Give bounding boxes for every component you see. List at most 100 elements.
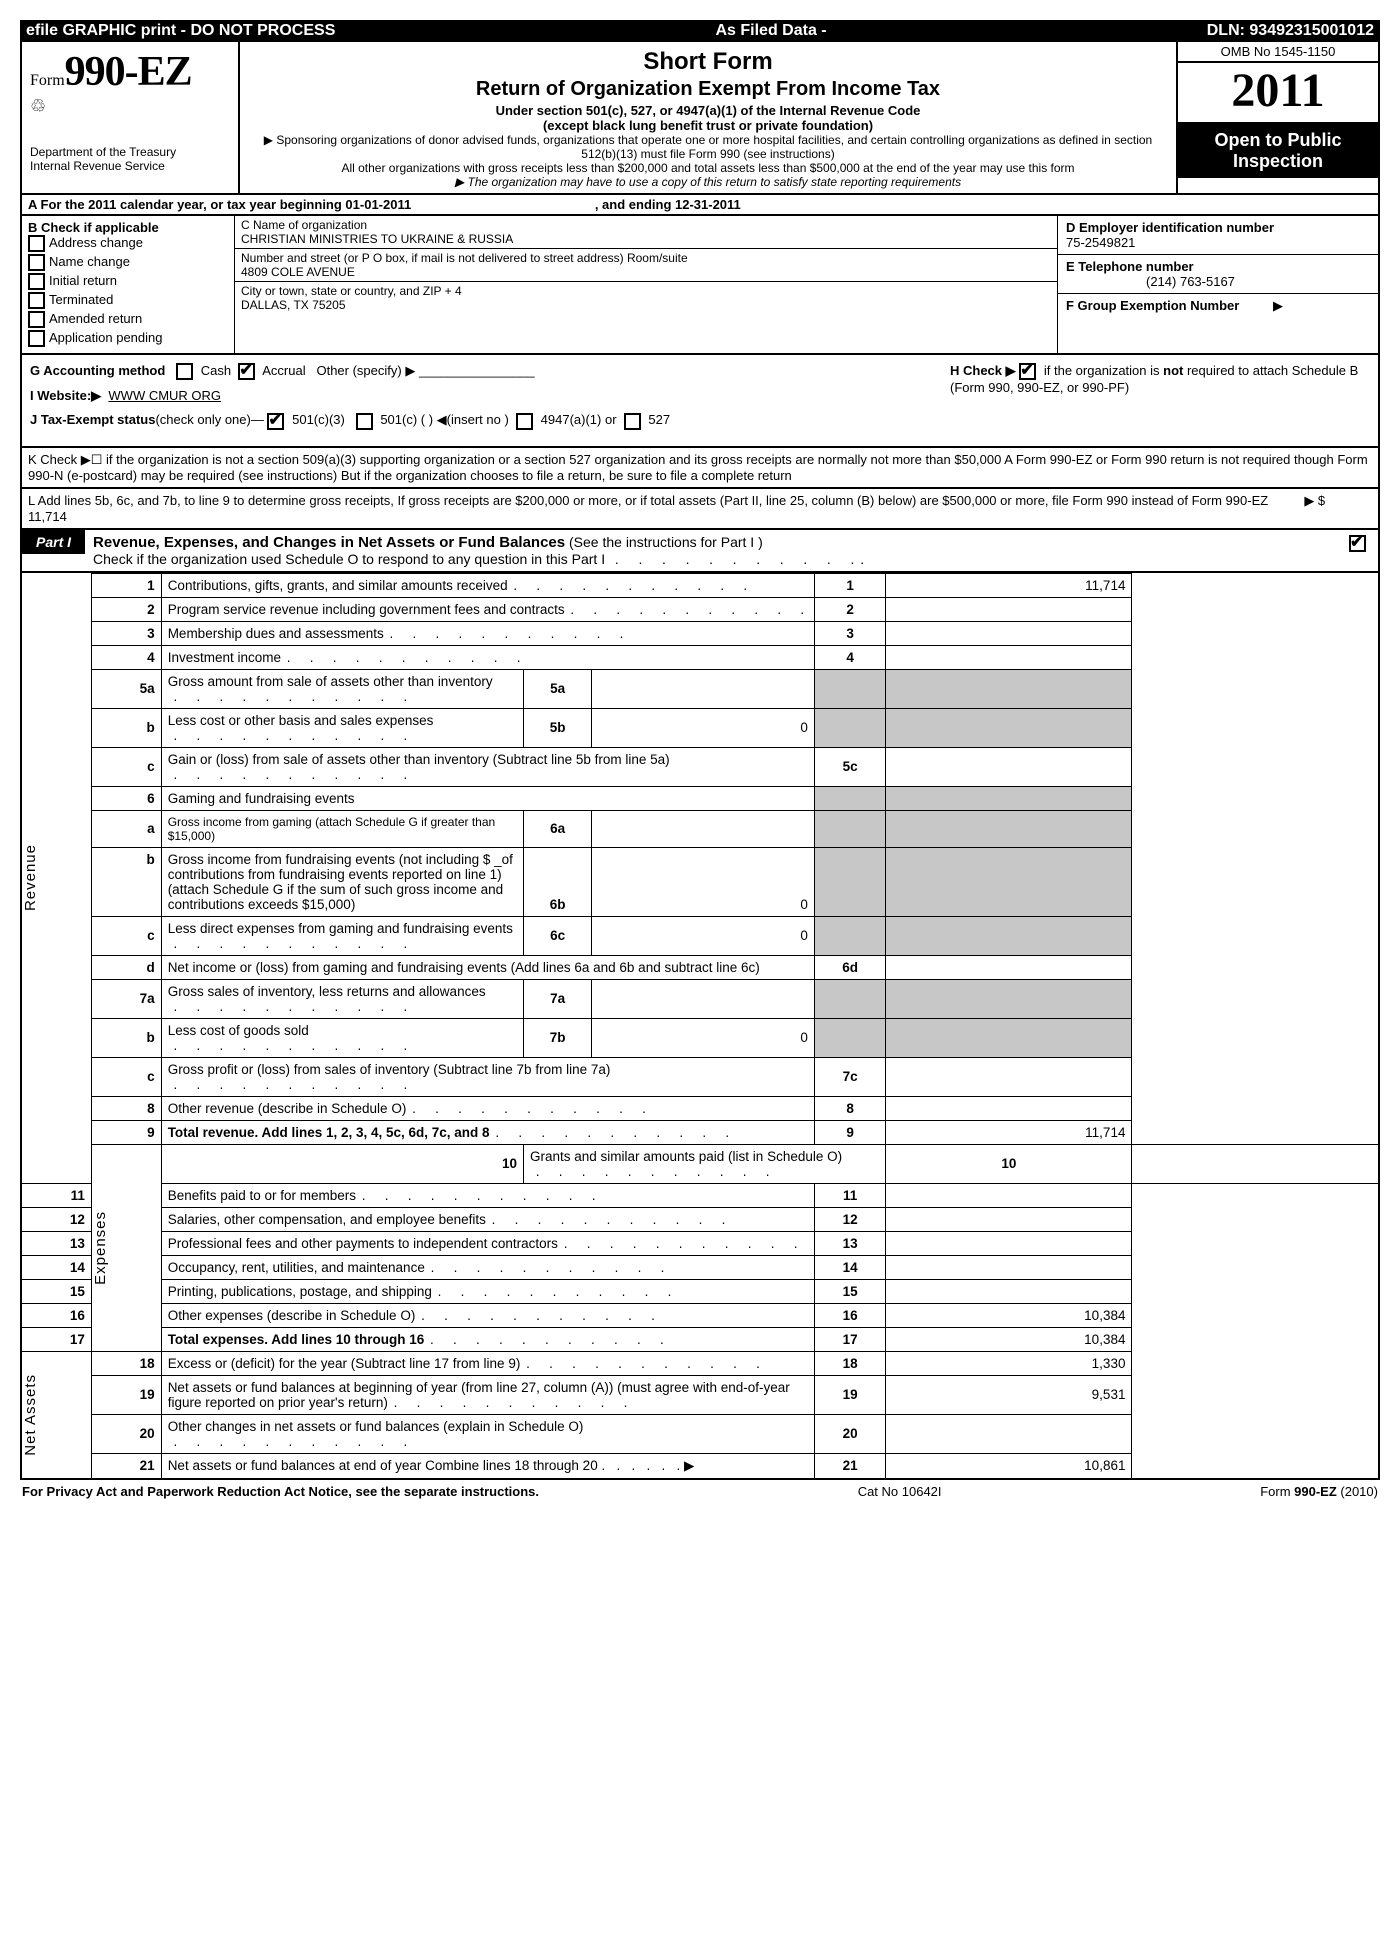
- short-form-title: Short Form: [246, 48, 1170, 76]
- table-row: 6Gaming and fundraising events: [21, 786, 1379, 810]
- tax-year: 2011: [1178, 63, 1378, 124]
- table-row: 21Net assets or fund balances at end of …: [21, 1453, 1379, 1479]
- table-row: aGross income from gaming (attach Schedu…: [21, 810, 1379, 847]
- maycopy-line: ▶ The organization may have to use a cop…: [246, 175, 1170, 189]
- part1-header: Part I Revenue, Expenses, and Changes in…: [20, 530, 1380, 573]
- cb-501c[interactable]: [356, 413, 373, 430]
- topbar-center: As Filed Data -: [715, 22, 826, 40]
- section-a-begin: A For the 2011 calendar year, or tax yea…: [28, 197, 411, 212]
- block-ghij: G Accounting method Cash Accrual Other (…: [20, 355, 1380, 447]
- sponsor-line: ▶ Sponsoring organizations of donor advi…: [246, 133, 1170, 161]
- column-def: D Employer identification number 75-2549…: [1057, 216, 1378, 353]
- table-row: 8Other revenue (describe in Schedule O)8: [21, 1096, 1379, 1120]
- h-block: H Check ▶ if the organization is not req…: [950, 363, 1370, 437]
- k-text: K Check ▶☐ if the organization is not a …: [28, 452, 1368, 483]
- telephone-value: (214) 763-5167: [1146, 274, 1235, 289]
- cb-terminated[interactable]: Terminated: [28, 292, 228, 309]
- j-line: J Tax-Exempt status(check only one)— 501…: [30, 412, 950, 429]
- cb-cash[interactable]: [176, 363, 193, 380]
- table-row: 11Benefits paid to or for members11: [21, 1183, 1379, 1207]
- l-value: 11,714: [28, 509, 67, 524]
- table-row: dNet income or (loss) from gaming and fu…: [21, 955, 1379, 979]
- c-name-label: C Name of organization: [241, 218, 1051, 232]
- table-row: 4Investment income4: [21, 645, 1379, 669]
- irs-line: Internal Revenue Service: [30, 159, 230, 173]
- cb-accrual[interactable]: [238, 363, 255, 380]
- cb-amended-return[interactable]: Amended return: [28, 311, 228, 328]
- section-a-end: , and ending 12-31-2011: [595, 197, 741, 212]
- footer-right: Form 990-EZ (2010): [1260, 1484, 1378, 1499]
- table-row: 2Program service revenue including gover…: [21, 597, 1379, 621]
- table-row: 20Other changes in net assets or fund ba…: [21, 1414, 1379, 1453]
- form-990ez-page: efile GRAPHIC print - DO NOT PROCESS As …: [20, 20, 1380, 1499]
- f-label: F Group Exemption Number: [1066, 298, 1239, 313]
- topbar-left: efile GRAPHIC print - DO NOT PROCESS: [26, 22, 335, 40]
- h-text2: if the organization is: [1044, 363, 1163, 378]
- k-block: K Check ▶☐ if the organization is not a …: [20, 448, 1380, 489]
- i-label: I Website:▶: [30, 388, 101, 403]
- header-center: Short Form Return of Organization Exempt…: [240, 42, 1176, 193]
- l-block: L Add lines 5b, 6c, and 7b, to line 9 to…: [20, 489, 1380, 530]
- main-title: Return of Organization Exempt From Incom…: [246, 78, 1170, 101]
- j-label: J Tax-Exempt status: [30, 412, 155, 427]
- column-b: B Check if applicable Address change Nam…: [22, 216, 235, 353]
- org-name: CHRISTIAN MINISTRIES TO UKRAINE & RUSSIA: [241, 232, 1051, 246]
- table-row: cLess direct expenses from gaming and fu…: [21, 916, 1379, 955]
- cb-527[interactable]: [624, 413, 641, 430]
- table-row: 17Total expenses. Add lines 10 through 1…: [21, 1327, 1379, 1351]
- omb-number: OMB No 1545-1150: [1178, 42, 1378, 63]
- table-row: 5aGross amount from sale of assets other…: [21, 669, 1379, 708]
- org-street: 4809 COLE AVENUE: [241, 265, 1051, 279]
- side-expenses: Expenses: [92, 1211, 109, 1285]
- org-city: DALLAS, TX 75205: [241, 298, 1051, 312]
- b-header: B Check if applicable: [28, 220, 228, 235]
- cb-address-change[interactable]: Address change: [28, 235, 228, 252]
- table-row: Revenue 1 Contributions, gifts, grants, …: [21, 573, 1379, 597]
- cb-schedule-o[interactable]: [1349, 535, 1366, 552]
- table-row: 16Other expenses (describe in Schedule O…: [21, 1303, 1379, 1327]
- open-to-public: Open to Public Inspection: [1178, 124, 1378, 178]
- i-line: I Website:▶ WWW CMUR ORG: [30, 388, 950, 404]
- table-row: Expenses 10Grants and similar amounts pa…: [21, 1144, 1379, 1183]
- cb-application-pending[interactable]: Application pending: [28, 330, 228, 347]
- under-section: Under section 501(c), 527, or 4947(a)(1)…: [246, 103, 1170, 118]
- form-number: Form990-EZ: [30, 48, 230, 96]
- efile-topbar: efile GRAPHIC print - DO NOT PROCESS As …: [20, 20, 1380, 42]
- ghij-left: G Accounting method Cash Accrual Other (…: [30, 363, 950, 437]
- g-label: G Accounting method: [30, 363, 165, 378]
- h-not: not: [1163, 363, 1183, 378]
- footer-center: Cat No 10642I: [858, 1484, 942, 1499]
- g-line: G Accounting method Cash Accrual Other (…: [30, 363, 950, 380]
- table-row: Net Assets 18Excess or (deficit) for the…: [21, 1351, 1379, 1375]
- d-label: D Employer identification number: [1066, 220, 1274, 235]
- form-word: Form: [30, 72, 65, 89]
- table-row: 7aGross sales of inventory, less returns…: [21, 979, 1379, 1018]
- table-row: 9Total revenue. Add lines 1, 2, 3, 4, 5c…: [21, 1120, 1379, 1144]
- block-bcdef: B Check if applicable Address change Nam…: [20, 216, 1380, 355]
- f-arrow: ▶: [1273, 298, 1283, 313]
- page-footer: For Privacy Act and Paperwork Reduction …: [20, 1480, 1380, 1499]
- table-row: bLess cost of goods sold7b0: [21, 1018, 1379, 1057]
- side-revenue: Revenue: [22, 844, 39, 911]
- form-header: Form990-EZ ♲ Department of the Treasury …: [20, 42, 1380, 195]
- part1-title-block: Revenue, Expenses, and Changes in Net As…: [85, 530, 1378, 571]
- e-label: E Telephone number: [1066, 259, 1194, 274]
- website-value: WWW CMUR ORG: [108, 388, 221, 403]
- table-row: cGross profit or (loss) from sales of in…: [21, 1057, 1379, 1096]
- table-row: 13Professional fees and other payments t…: [21, 1231, 1379, 1255]
- ein-value: 75-2549821: [1066, 235, 1135, 250]
- table-row: 15Printing, publications, postage, and s…: [21, 1279, 1379, 1303]
- cb-name-change[interactable]: Name change: [28, 254, 228, 271]
- allother-line: All other organizations with gross recei…: [246, 161, 1170, 175]
- part1-label: Part I: [22, 530, 85, 554]
- cb-initial-return[interactable]: Initial return: [28, 273, 228, 290]
- cb-4947[interactable]: [516, 413, 533, 430]
- column-c: C Name of organization CHRISTIAN MINISTR…: [235, 216, 1057, 353]
- form-num: 990-EZ: [65, 49, 192, 95]
- section-a: A For the 2011 calendar year, or tax yea…: [20, 195, 1380, 216]
- table-row: cGain or (loss) from sale of assets othe…: [21, 747, 1379, 786]
- part1-title: Revenue, Expenses, and Changes in Net As…: [93, 534, 565, 551]
- table-row: 3Membership dues and assessments3: [21, 621, 1379, 645]
- cb-501c3[interactable]: [267, 413, 284, 430]
- cb-h-not-required[interactable]: [1019, 363, 1036, 380]
